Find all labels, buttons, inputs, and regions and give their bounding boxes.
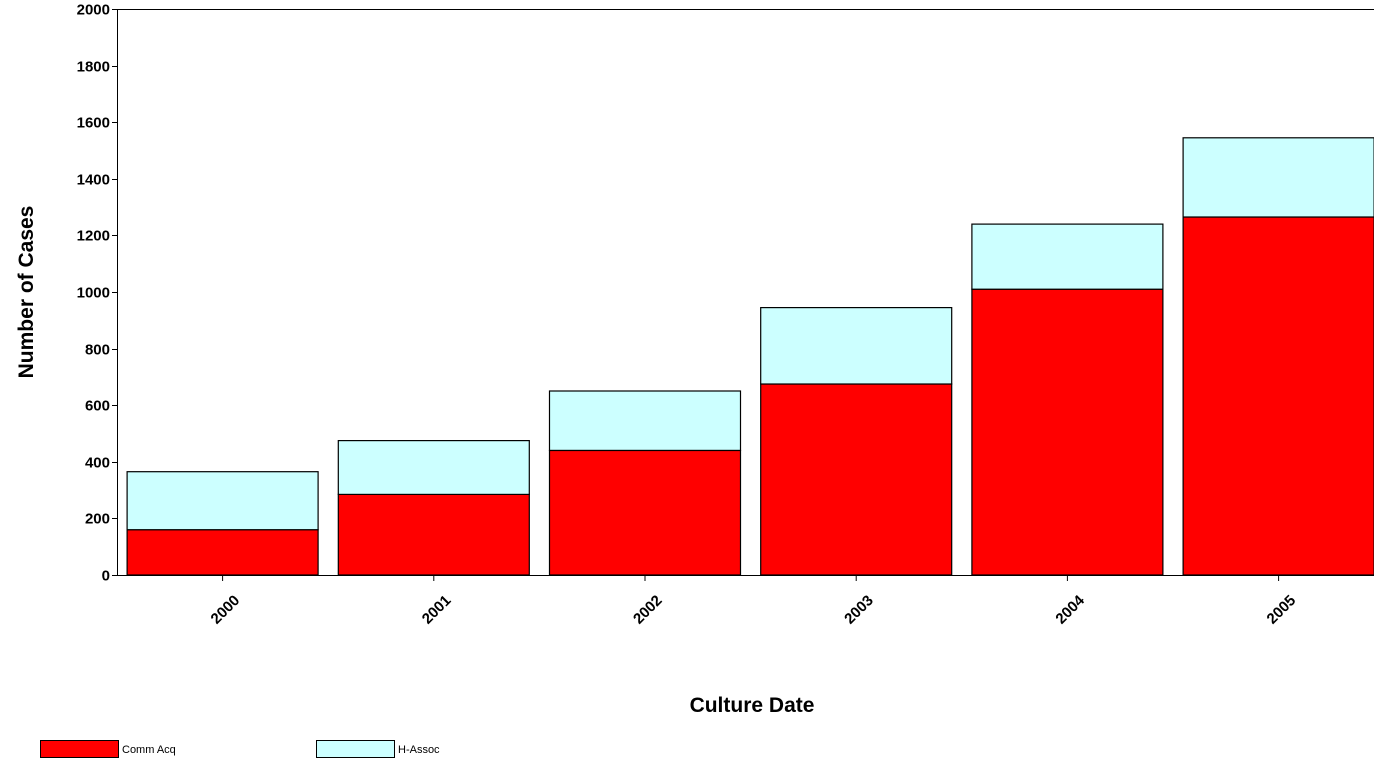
bar-h-assoc-2002	[548, 390, 742, 452]
bar-h-assoc-2003	[760, 307, 953, 385]
y-tick-label: 1000	[77, 285, 110, 302]
y-ticks: 0 200 400 600 800 1000 1200 1400 1600 1800 2000	[77, 2, 117, 585]
x-tick-label: 2004	[1052, 592, 1088, 628]
bar-h-assoc-2005	[1182, 137, 1374, 218]
y-tick-label: 1800	[77, 59, 110, 76]
x-ticks: 2000 2001 2002 2003 2004 2005	[208, 575, 1300, 628]
y-tick-label: 800	[85, 342, 110, 359]
bar-h-assoc-2000	[126, 471, 319, 531]
y-tick-label: 1600	[77, 115, 110, 132]
y-tick-label: 0	[102, 568, 110, 585]
x-tick-label: 2000	[208, 592, 244, 628]
bar-h-assoc-2004	[971, 223, 1164, 290]
bar-h-assoc-2001	[337, 440, 530, 496]
y-tick-label: 1200	[77, 228, 110, 245]
bar-comm-acq-2004	[971, 288, 1164, 576]
y-axis-title: Number of Cases	[15, 206, 38, 379]
axes-layer	[117, 9, 1374, 576]
x-tick-label: 2005	[1264, 592, 1300, 628]
bar-comm-acq-2003	[760, 383, 953, 576]
legend: Comm Acq H-Assoc	[40, 740, 440, 758]
bar-comm-acq-2002	[548, 449, 742, 576]
legend-swatch-h-assoc	[316, 740, 395, 758]
y-tick-label: 600	[85, 398, 110, 415]
bars-layer	[126, 137, 1374, 576]
legend-label: H-Assoc	[398, 744, 440, 756]
x-tick-label: 2003	[841, 592, 877, 628]
y-tick-label: 2000	[77, 2, 110, 19]
y-tick-label: 1400	[77, 172, 110, 189]
x-tick-label: 2001	[419, 592, 455, 628]
bar-comm-acq-2005	[1182, 216, 1374, 576]
legend-swatch-comm-acq	[40, 740, 119, 758]
y-tick-label: 400	[85, 455, 110, 472]
bar-comm-acq-2000	[126, 529, 319, 576]
x-axis-title: Culture Date	[690, 694, 815, 717]
legend-label: Comm Acq	[122, 744, 176, 756]
bar-comm-acq-2001	[337, 493, 530, 576]
y-tick-label: 200	[85, 511, 110, 528]
x-tick-label: 2002	[630, 592, 666, 628]
